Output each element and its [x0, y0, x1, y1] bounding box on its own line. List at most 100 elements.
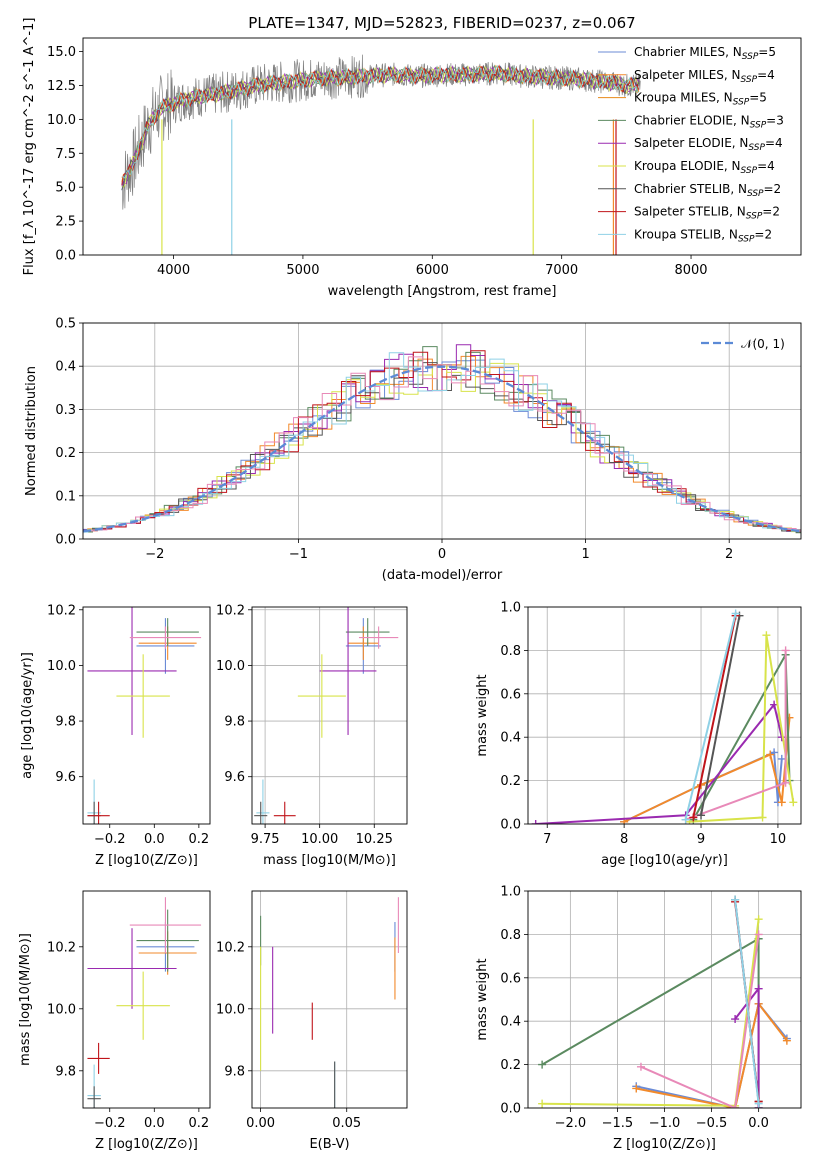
weight-point-marker [731, 609, 740, 618]
figure-title: PLATE=1347, MJD=52823, FIBERID=0237, z=0… [248, 14, 635, 32]
y-tick-label: 10.2 [47, 940, 76, 955]
mass-vs-ebv-frame [251, 890, 408, 1109]
model-spectrum-line [121, 64, 640, 191]
x-tick-label: 9.75 [251, 832, 280, 847]
legend-entry: Salpeter ELODIE, NSSP=4 [634, 136, 783, 153]
weight-point-marker [538, 1060, 547, 1069]
x-tick-label: 8 [620, 832, 628, 847]
x-tick-label: 0.00 [246, 1116, 275, 1131]
weight-point-marker [782, 1036, 791, 1045]
weight-point-marker [731, 1104, 740, 1108]
weight-vs-age-axes [524, 606, 801, 828]
weight-point-marker [777, 754, 786, 763]
weight-series-line [636, 1001, 788, 1108]
y-tick-label: 0.2 [55, 446, 76, 461]
weight-vs-z-frame [527, 890, 802, 1109]
y-tick-label: 10.0 [47, 659, 76, 674]
weight-point-marker [777, 798, 786, 807]
y-tick-label: 10.2 [47, 603, 76, 618]
weight-point-marker [754, 930, 763, 939]
x-tick-label: −1 [289, 547, 308, 562]
histogram-plot [83, 344, 801, 534]
model-spectrum-line [121, 64, 640, 186]
x-axis-label: Z [log10(Z/Z⊙)] [613, 1137, 716, 1152]
x-tick-label: 0 [438, 547, 446, 562]
y-tick-label: 0.2 [500, 774, 521, 789]
spectrum-frame [82, 37, 802, 256]
y-tick-label: 1.0 [500, 885, 521, 900]
y-tick-label: 12.5 [47, 79, 76, 94]
histogram-frame [82, 322, 802, 540]
weight-point-marker [731, 895, 740, 904]
legend-entry: Chabrier ELODIE, NSSP=3 [634, 113, 784, 130]
x-tick-label: 2 [725, 547, 733, 562]
weight-series-line [700, 615, 741, 816]
weight-point-marker [681, 815, 690, 824]
mass-vs-ebv-axes [248, 891, 407, 1112]
gaussian-curve-line [83, 365, 801, 533]
residual-histogram-line [83, 356, 801, 532]
y-tick-label: 9.6 [224, 770, 245, 785]
y-tick-label: 0.0 [500, 1102, 521, 1117]
x-axis-label: Z [log10(Z/Z⊙)] [95, 853, 198, 868]
spectrum-axes [79, 51, 692, 259]
x-tick-label: 0.05 [332, 1116, 361, 1131]
age-vs-mass-plot [254, 607, 399, 824]
legend-entry: Chabrier STELIB, NSSP=2 [634, 182, 781, 199]
x-tick-label: 0.0 [144, 832, 165, 847]
x-tick-label: 6000 [416, 263, 449, 278]
x-tick-label: 4000 [157, 263, 190, 278]
weight-series-line [542, 919, 760, 1107]
y-tick-label: 0.3 [55, 403, 76, 418]
y-tick-label: 0.0 [55, 533, 76, 548]
weight-point-marker [781, 646, 790, 655]
x-tick-label: −0.2 [94, 832, 126, 847]
weight-point-marker [731, 1015, 740, 1024]
age-vs-z-axes [79, 609, 200, 828]
x-tick-label: 7000 [545, 263, 578, 278]
age-vs-mass-axes [248, 607, 407, 828]
weight-point-marker [538, 1099, 547, 1108]
y-tick-label: 0.5 [55, 317, 76, 332]
y-tick-label: 0.8 [500, 928, 521, 943]
weight-point-marker [789, 798, 798, 807]
y-tick-label: 9.6 [55, 770, 76, 785]
x-tick-label: 0.2 [189, 832, 210, 847]
legend-entry: 𝒩(0, 1) [741, 337, 785, 351]
y-axis-label: mass weight [475, 674, 490, 756]
legend-entry: Salpeter MILES, NSSP=4 [634, 68, 775, 85]
y-tick-label: 0.1 [55, 489, 76, 504]
weight-point-marker [531, 820, 540, 824]
x-tick-label: 10 [770, 832, 787, 847]
y-tick-label: 7.5 [55, 147, 76, 162]
x-axis-label: wavelength [Angstrom, rest frame] [328, 284, 557, 299]
y-tick-label: 10.0 [216, 1002, 245, 1017]
weight-series-line [541, 936, 760, 1108]
weight-series-line [684, 613, 737, 820]
weight-series-line [692, 615, 737, 818]
x-tick-label: 0.0 [748, 1116, 769, 1131]
y-tick-label: 9.8 [55, 1064, 76, 1079]
legend-entry: Chabrier MILES, NSSP=5 [634, 45, 776, 62]
weight-point-marker [754, 984, 763, 993]
weight-point-marker [632, 1084, 641, 1093]
spectrum-plot [121, 54, 641, 255]
mass-vs-z-plot [87, 897, 202, 1108]
y-tick-label: 15.0 [47, 45, 76, 60]
y-tick-label: 10.0 [47, 1002, 76, 1017]
x-tick-label: 0.2 [189, 1116, 210, 1131]
x-tick-label: 8000 [674, 263, 707, 278]
y-tick-label: 9.8 [55, 715, 76, 730]
weight-point-marker [781, 778, 790, 787]
y-tick-label: 0.6 [500, 687, 521, 702]
y-tick-label: 10.2 [216, 940, 245, 955]
mass-vs-z-frame [82, 890, 211, 1109]
weight-vs-age-frame [527, 606, 802, 825]
x-axis-label: E(B-V) [309, 1137, 349, 1152]
weight-series-line [689, 635, 795, 823]
weight-series-line [734, 899, 760, 1104]
y-tick-label: 0.4 [500, 1015, 521, 1030]
x-axis-label: mass [log10(M/M⊙)] [263, 853, 396, 868]
x-axis-label: Z [log10(Z/Z⊙)] [95, 1137, 198, 1152]
